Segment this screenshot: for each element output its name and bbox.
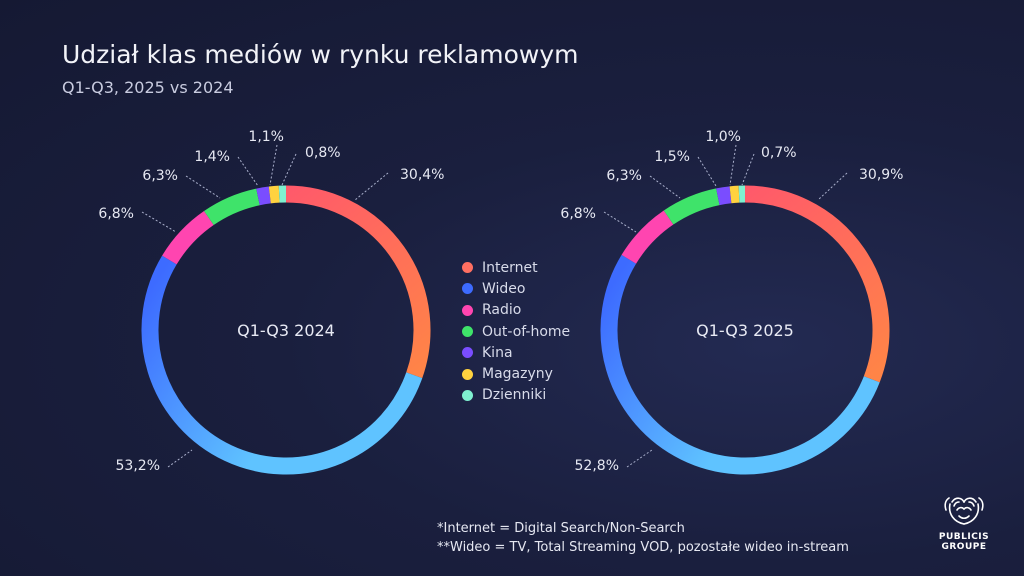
- legend-label: Dzienniki: [482, 387, 547, 404]
- legend-swatch: [462, 283, 473, 295]
- data-label-internet: 30,4%: [400, 167, 444, 183]
- slice-radio: [162, 211, 214, 265]
- data-label-out-of-home: 6,3%: [142, 168, 178, 184]
- leader-line: [741, 153, 755, 186]
- slice-radio: [621, 210, 674, 264]
- publicis-logo: PUBLICIS GROUPE: [930, 494, 998, 552]
- slice-kina: [256, 186, 271, 206]
- slice-out-of-home: [663, 188, 720, 225]
- leader-line: [626, 449, 653, 468]
- slice-internet: [285, 185, 431, 379]
- legend-item-radio: Radio: [462, 300, 570, 321]
- legend-swatch: [462, 347, 473, 359]
- donut-chart-1: 30,4% 53,2% 6,8% 6,3% 1,4% 1,1% 0,8% Q1-Q3 2024: [98, 129, 444, 475]
- chart-title: Udział klas mediów w rynku reklamowym: [62, 40, 579, 69]
- legend-item-dzienniki: Dzienniki: [462, 385, 570, 406]
- slice-kina: [716, 186, 732, 206]
- legend-item-internet: Internet: [462, 257, 570, 278]
- data-label-magazyny: 1,1%: [248, 129, 284, 145]
- legend: Internet Wideo Radio Out-of-home Kina Magazyn…: [462, 257, 570, 406]
- legend-item-magazyny: Magazyny: [462, 363, 570, 384]
- legend-item-out-of-home: Out-of-home: [462, 321, 570, 342]
- leader-line: [817, 172, 848, 201]
- data-label-radio: 6,8%: [560, 206, 596, 222]
- leader-line: [185, 175, 221, 199]
- slice-wideo: [141, 255, 423, 475]
- legend-swatch: [462, 326, 473, 338]
- leader-line: [141, 211, 177, 233]
- data-label-radio: 6,8%: [98, 206, 134, 222]
- logo-line2: GROUPE: [941, 542, 987, 552]
- legend-swatch: [462, 304, 473, 316]
- slice-wideo: [600, 254, 880, 475]
- legend-label: Radio: [482, 302, 522, 319]
- data-label-kina: 1,5%: [654, 149, 690, 165]
- legend-swatch: [462, 262, 473, 274]
- slice-out-of-home: [204, 188, 260, 226]
- leader-line: [603, 211, 637, 233]
- legend-item-wideo: Wideo: [462, 278, 570, 299]
- leader-line: [281, 153, 297, 186]
- data-label-magazyny: 1,0%: [705, 129, 741, 145]
- chart-subtitle: Q1-Q3, 2025 vs 2024: [62, 78, 234, 97]
- slice-magazyny: [268, 185, 280, 204]
- lion-head-icon: [944, 497, 984, 525]
- data-label-wideo: 53,2%: [116, 458, 160, 474]
- legend-label: Kina: [482, 344, 513, 361]
- leader-line: [729, 144, 737, 186]
- slice-magazyny: [729, 185, 740, 204]
- data-label-dzienniki: 0,7%: [761, 145, 797, 161]
- data-label-out-of-home: 6,3%: [606, 168, 642, 184]
- logo-line1: PUBLICIS: [938, 532, 990, 542]
- legend-swatch: [462, 389, 473, 401]
- leader-line: [354, 172, 389, 201]
- data-label-internet: 30,9%: [859, 167, 903, 183]
- leader-line: [269, 144, 278, 186]
- footnote-internet: *Internet = Digital Search/Non-Search: [437, 521, 685, 536]
- legend-swatch: [462, 368, 473, 380]
- legend-label: Magazyny: [482, 366, 553, 383]
- donut-center-label: Q1-Q3 2025: [696, 321, 794, 340]
- donut-center-label: Q1-Q3 2024: [237, 321, 335, 340]
- legend-label: Internet: [482, 259, 538, 276]
- leader-line: [649, 175, 681, 199]
- leader-line: [697, 156, 717, 187]
- data-label-dzienniki: 0,8%: [305, 145, 341, 161]
- legend-item-kina: Kina: [462, 342, 570, 363]
- legend-label: Out-of-home: [482, 323, 571, 340]
- leader-line: [167, 449, 193, 468]
- footnote-wideo: **Wideo = TV, Total Streaming VOD, pozos…: [437, 540, 849, 555]
- data-label-kina: 1,4%: [194, 149, 230, 165]
- data-label-wideo: 52,8%: [575, 458, 619, 474]
- leader-line: [237, 156, 259, 187]
- legend-label: Wideo: [482, 280, 526, 297]
- slice-internet: [744, 185, 890, 383]
- donut-chart-2: 30,9% 52,8% 6,8% 6,3% 1,5% 1,0% 0,7% Q1-Q3 2025: [560, 129, 903, 475]
